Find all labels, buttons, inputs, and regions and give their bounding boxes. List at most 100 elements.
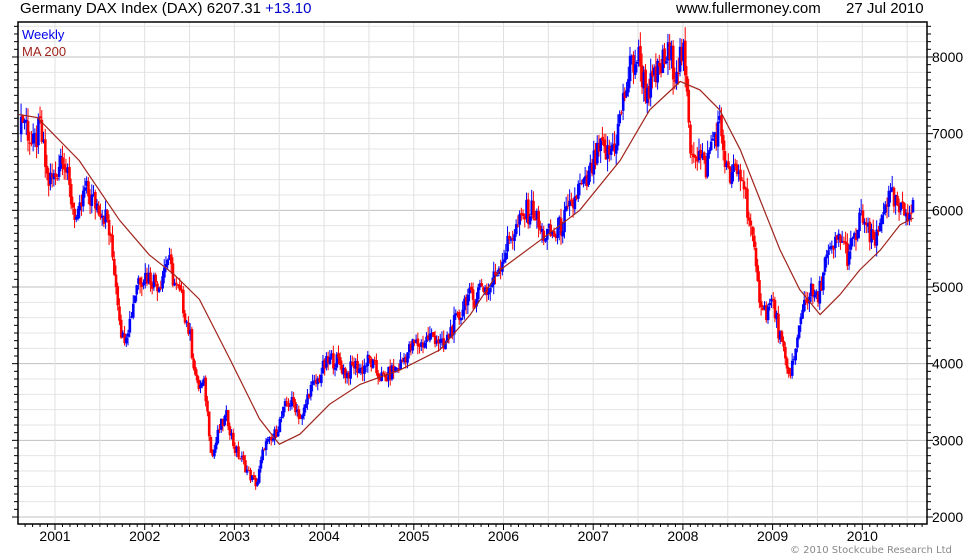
weekly-bar (118, 306, 121, 321)
weekly-bar (321, 360, 325, 374)
weekly-bar (152, 274, 156, 288)
weekly-bar (590, 163, 594, 174)
weekly-bar (168, 255, 171, 261)
weekly-bar (563, 209, 566, 233)
weekly-bar (663, 48, 666, 65)
weekly-bar (211, 452, 214, 456)
weekly-bar (154, 274, 158, 283)
weekly-bar (501, 261, 504, 272)
weekly-bar (71, 202, 75, 208)
x-tick-label: 2002 (129, 528, 160, 544)
weekly-bar (659, 65, 663, 74)
weekly-bar (378, 377, 382, 381)
weekly-bar (527, 199, 530, 224)
weekly-bar (559, 218, 563, 236)
weekly-bar (190, 329, 194, 359)
weekly-bar (668, 42, 672, 60)
weekly-bar (83, 187, 87, 191)
weekly-bar (95, 203, 99, 211)
weekly-bar (822, 272, 825, 291)
x-tick-label: 2001 (39, 528, 70, 544)
weekly-bar (551, 231, 554, 235)
weekly-bar (78, 202, 82, 211)
weekly-bar (706, 152, 710, 177)
weekly-bar (135, 285, 139, 295)
weekly-bar (633, 64, 637, 75)
weekly-bar (528, 216, 532, 225)
weekly-bar (144, 272, 147, 284)
price-change: +13.10 (265, 0, 312, 17)
weekly-bar (192, 358, 195, 369)
weekly-bar (147, 272, 151, 283)
weekly-bar (854, 234, 858, 240)
weekly-bar (830, 245, 834, 248)
weekly-bar (891, 187, 894, 192)
weekly-bar (623, 91, 627, 98)
y-tick-label: 8000 (932, 49, 963, 65)
weekly-bar (620, 112, 623, 114)
weekly-bar (88, 194, 92, 206)
weekly-bar (145, 274, 149, 284)
weekly-bar (580, 183, 584, 185)
weekly-bar (689, 124, 692, 154)
weekly-bar (589, 162, 592, 172)
weekly-bar (247, 470, 251, 472)
weekly-bar (409, 343, 413, 350)
weekly-bar (720, 114, 723, 137)
weekly-bar (784, 346, 787, 359)
weekly-bar (865, 222, 868, 226)
weekly-bar (104, 209, 107, 223)
weekly-bar (847, 251, 851, 265)
legend-ma200: MA 200 (22, 44, 67, 59)
weekly-bar (535, 210, 539, 219)
weekly-bar (92, 193, 95, 195)
weekly-bar (489, 287, 492, 293)
ma200-line (19, 80, 914, 445)
weekly-bar (711, 138, 715, 141)
weekly-bar (199, 385, 202, 389)
weekly-bar (126, 333, 130, 337)
weekly-bar (539, 225, 542, 231)
weekly-bar (485, 287, 489, 296)
weekly-bar (64, 167, 68, 173)
weekly-bar (445, 334, 449, 343)
weekly-bar (566, 205, 570, 207)
weekly-bar (654, 66, 658, 83)
weekly-bar (911, 199, 915, 213)
weekly-bar (903, 203, 906, 216)
weekly-bar (483, 287, 487, 293)
weekly-bar (828, 246, 832, 250)
weekly-bar (846, 243, 849, 267)
weekly-bar (180, 289, 183, 291)
weekly-bar (235, 446, 239, 453)
weekly-bar (178, 285, 182, 291)
weekly-bar (753, 235, 756, 247)
weekly-bar (540, 228, 544, 233)
weekly-bar (782, 340, 785, 347)
weekly-bar (156, 283, 159, 292)
weekly-bar (701, 153, 704, 159)
weekly-bar (202, 378, 206, 384)
weekly-bar (749, 220, 753, 226)
weekly-bar (892, 187, 896, 207)
weekly-bar (85, 180, 89, 186)
weekly-bar (57, 166, 61, 177)
weekly-bar (201, 382, 204, 387)
weekly-bar (316, 378, 320, 385)
weekly-bar (587, 170, 590, 185)
weekly-bar (621, 93, 625, 111)
weekly-bar (690, 153, 694, 155)
weekly-bar (797, 325, 801, 338)
weekly-bar (552, 231, 556, 237)
weekly-bar (52, 173, 56, 180)
weekly-bar (506, 235, 509, 252)
weekly-bar (263, 449, 266, 451)
weekly-bar (195, 374, 199, 381)
weekly-bar (635, 61, 639, 64)
weekly-bar (518, 213, 521, 225)
weekly-bar (832, 245, 835, 250)
weekly-bar (370, 358, 373, 368)
weekly-bar (423, 342, 427, 348)
weekly-bar (264, 441, 268, 451)
weekly-bar (349, 361, 352, 379)
